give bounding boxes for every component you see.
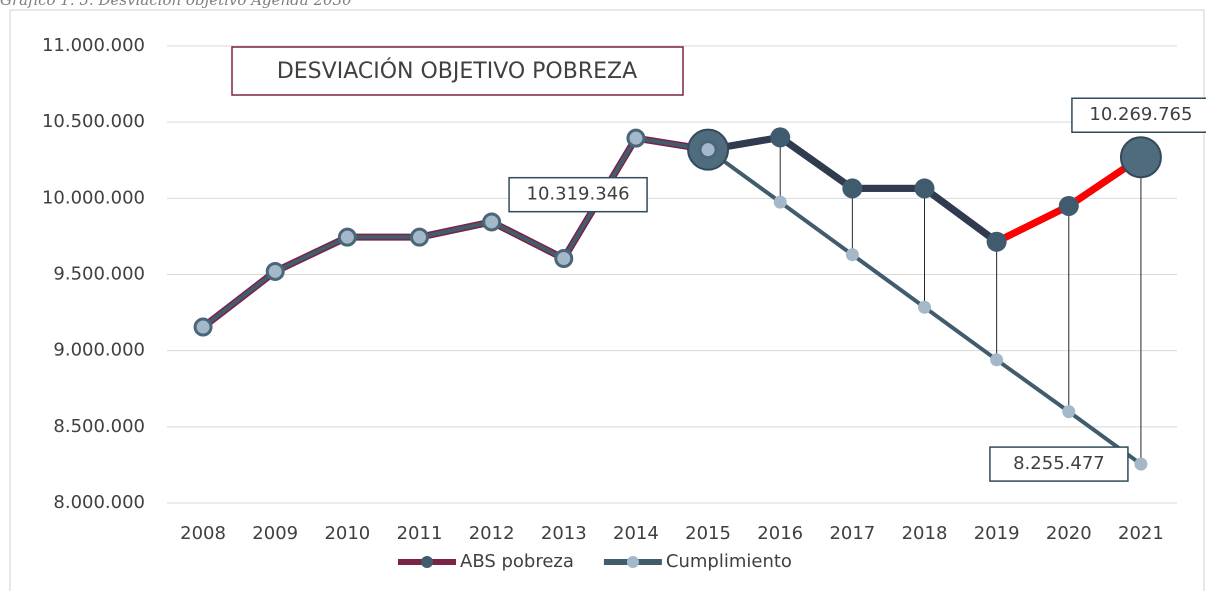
x-tick-label: 2012 (469, 523, 515, 544)
series-line (201, 136, 1143, 466)
x-tick-label: 2013 (541, 523, 587, 544)
y-tick-label: 8.000.000 (53, 492, 145, 513)
line-segment (776, 133, 856, 192)
marker (193, 317, 213, 337)
value-label: 10.319.346 (527, 184, 630, 205)
caption: Gráfico 1. 5. Desviación objetivo Agenda… (0, 0, 352, 9)
x-tick-label: 2017 (829, 523, 875, 544)
value-label: 10.269.765 (1089, 104, 1192, 125)
y-tick-label: 8.500.000 (53, 416, 145, 437)
x-tick-label: 2014 (613, 523, 659, 544)
y-tick-label: 9.500.000 (53, 264, 145, 285)
x-tick-label: 2020 (1046, 523, 1092, 544)
y-tick-label: 9.000.000 (53, 340, 145, 361)
marker (914, 178, 935, 199)
marker (770, 127, 791, 148)
marker (990, 353, 1004, 367)
value-label-box (989, 446, 1129, 482)
x-tick-label: 2008 (180, 523, 226, 544)
y-tick-label: 11.000.000 (42, 35, 145, 56)
x-tick-label: 2015 (685, 523, 731, 544)
marker (410, 227, 429, 247)
line-segment (993, 202, 1073, 246)
marker (918, 300, 931, 314)
x-tick-label: 2009 (252, 523, 298, 544)
x-tick-label: 2021 (1118, 523, 1164, 544)
legend-label: Cumplimiento (666, 551, 792, 572)
marker (337, 227, 357, 247)
chart-frame (9, 9, 1205, 595)
marker (265, 261, 285, 281)
y-tick-label: 10.500.000 (42, 111, 145, 132)
marker (554, 249, 574, 269)
x-tick-label: 2016 (757, 523, 803, 544)
marker (1062, 405, 1076, 419)
x-tick-label: 2010 (324, 523, 370, 544)
marker (986, 231, 1007, 252)
annotation: DESVIACIÓN OBJETIVO POBREZA (277, 58, 637, 84)
marker (1058, 195, 1079, 216)
x-tick-label: 2011 (397, 523, 443, 544)
marker (698, 140, 718, 160)
marker (482, 212, 502, 232)
value-label: 8.255.477 (1013, 453, 1105, 474)
legend-marker (421, 556, 433, 568)
annotation-box (231, 46, 684, 96)
x-tick-label: 2019 (974, 523, 1020, 544)
legend-label: ABS pobreza (460, 551, 574, 572)
legend-marker (626, 556, 639, 568)
marker (845, 248, 859, 262)
marker (1134, 457, 1148, 471)
marker (842, 178, 863, 199)
marker (773, 195, 787, 209)
value-label-box (1071, 97, 1206, 133)
highlight-marker (1119, 136, 1162, 179)
marker (626, 128, 646, 148)
value-label-box (508, 176, 648, 213)
line-segment (921, 184, 1001, 246)
x-tick-label: 2018 (902, 523, 948, 544)
y-tick-label: 10.000.000 (42, 187, 145, 208)
